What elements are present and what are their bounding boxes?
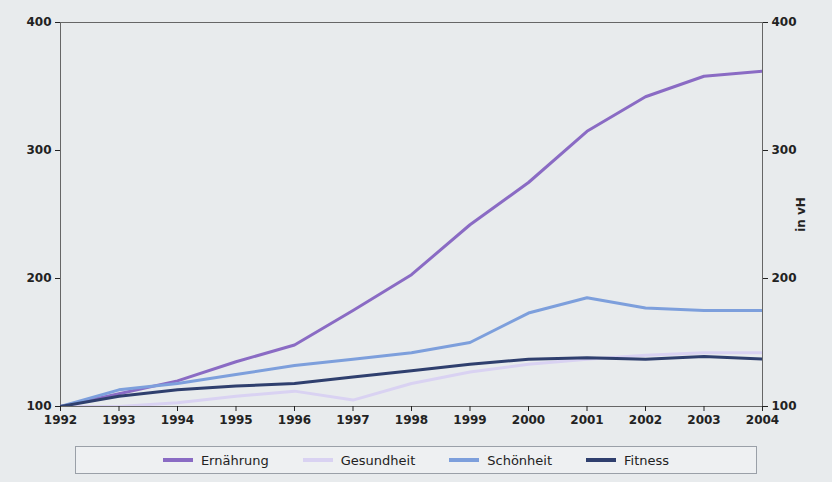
svg-text:2004: 2004 bbox=[746, 413, 779, 427]
svg-text:1996: 1996 bbox=[278, 413, 311, 427]
svg-text:2000: 2000 bbox=[512, 413, 545, 427]
svg-text:200: 200 bbox=[772, 271, 797, 285]
svg-text:1997: 1997 bbox=[336, 413, 369, 427]
svg-text:300: 300 bbox=[26, 143, 51, 157]
svg-text:1992: 1992 bbox=[44, 413, 77, 427]
svg-text:2003: 2003 bbox=[687, 413, 720, 427]
svg-text:100: 100 bbox=[772, 399, 797, 413]
html-text:Gesundheit: Gesundheit bbox=[340, 452, 416, 468]
svg-text:400: 400 bbox=[26, 15, 51, 29]
svg-text:2002: 2002 bbox=[629, 413, 662, 427]
html-text:Schönheit: Schönheit bbox=[487, 452, 553, 468]
svg-text:1995: 1995 bbox=[219, 413, 252, 427]
svg-text:2001: 2001 bbox=[570, 413, 603, 427]
svg-text:1998: 1998 bbox=[395, 413, 428, 427]
html-text:Fitness: Fitness bbox=[624, 452, 670, 468]
svg-text:1999: 1999 bbox=[453, 413, 486, 427]
svg-text:1994: 1994 bbox=[161, 413, 194, 427]
html-text:Ernährung: Ernährung bbox=[200, 452, 269, 468]
svg-text:100: 100 bbox=[26, 399, 51, 413]
svg-text:200: 200 bbox=[26, 271, 51, 285]
svg-text:400: 400 bbox=[772, 15, 797, 29]
svg-text:1993: 1993 bbox=[102, 413, 135, 427]
svg-text:in vH: in vH bbox=[794, 197, 808, 232]
svg-text:300: 300 bbox=[772, 143, 797, 157]
